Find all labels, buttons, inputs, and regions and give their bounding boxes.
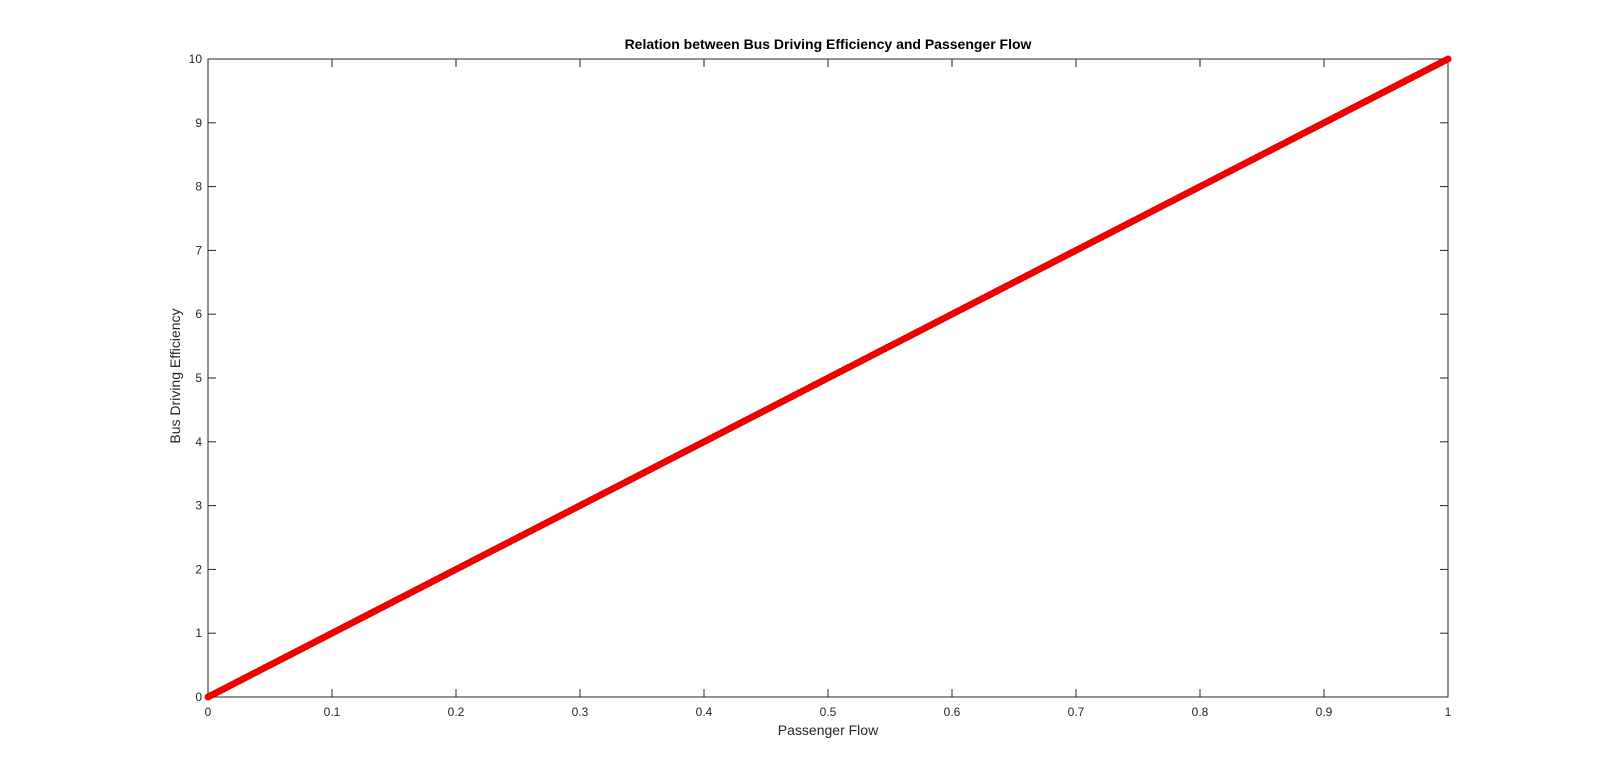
y-tick-label: 7	[195, 243, 202, 257]
y-tick-label: 1	[195, 626, 202, 640]
x-tick-label: 0.2	[448, 705, 465, 719]
y-tick-label: 3	[195, 499, 202, 513]
series-markers	[204, 55, 1452, 701]
x-tick-label: 0.3	[572, 705, 589, 719]
x-tick-label: 1	[1445, 705, 1452, 719]
x-tick-label: 0.4	[696, 705, 713, 719]
x-tick-label: 0.5	[820, 705, 837, 719]
x-axis-label: Passenger Flow	[778, 722, 879, 738]
y-axis-label: Bus Driving Efficiency	[167, 308, 183, 443]
y-tick-label: 4	[195, 435, 202, 449]
x-tick-label: 0.6	[944, 705, 961, 719]
x-tick-label: 0.7	[1068, 705, 1085, 719]
x-tick-label: 0	[205, 705, 212, 719]
y-tick-label: 8	[195, 180, 202, 194]
y-tick-label: 2	[195, 562, 202, 576]
y-tick-label: 9	[195, 116, 202, 130]
x-tick-label: 0.8	[1192, 705, 1209, 719]
data-point	[1444, 55, 1452, 63]
chart-title: Relation between Bus Driving Efficiency …	[625, 36, 1032, 52]
y-tick-label: 6	[195, 307, 202, 321]
x-tick-label: 0.1	[324, 705, 341, 719]
series-layer	[204, 55, 1452, 701]
x-tick-label: 0.9	[1316, 705, 1333, 719]
y-tick-label: 0	[195, 690, 202, 704]
y-tick-label: 10	[189, 52, 203, 66]
y-tick-label: 5	[195, 371, 202, 385]
